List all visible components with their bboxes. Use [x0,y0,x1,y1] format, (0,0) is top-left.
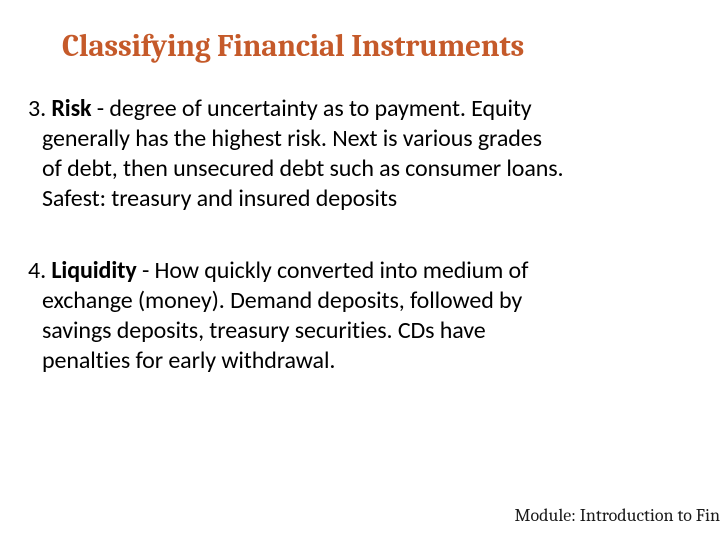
slide-title: Classifying Financial Instruments [0,28,720,64]
list-item: 4. Liquidity - How quickly converted int… [28,256,692,376]
item-desc-line: Safest: treasury and insured deposits [28,184,692,214]
item-desc-line: degree of uncertainty as to payment. Equ… [109,94,531,123]
item-desc-line: savings deposits, treasury securities. C… [28,316,692,346]
item-separator: - [137,256,155,285]
body-content: 3. Risk - degree of uncertainty as to pa… [0,94,720,376]
item-label: Risk [51,94,91,123]
list-item: 3. Risk - degree of uncertainty as to pa… [28,94,692,214]
item-desc-line: penalties for early withdrawal. [28,346,692,376]
item-separator: - [91,94,109,123]
slide-container: Classifying Financial Instruments 3. Ris… [0,0,720,540]
item-desc-line: exchange (money). Demand deposits, follo… [28,286,692,316]
item-desc-line: How quickly converted into medium of [155,256,529,285]
item-number: 4. [28,256,51,285]
item-desc-line: generally has the highest risk. Next is … [28,124,692,154]
item-number: 3. [28,94,51,123]
footer-module-label: Module: Introduction to Fin [515,505,720,526]
item-label: Liquidity [51,256,136,285]
item-desc-line: of debt, then unsecured debt such as con… [28,154,692,184]
